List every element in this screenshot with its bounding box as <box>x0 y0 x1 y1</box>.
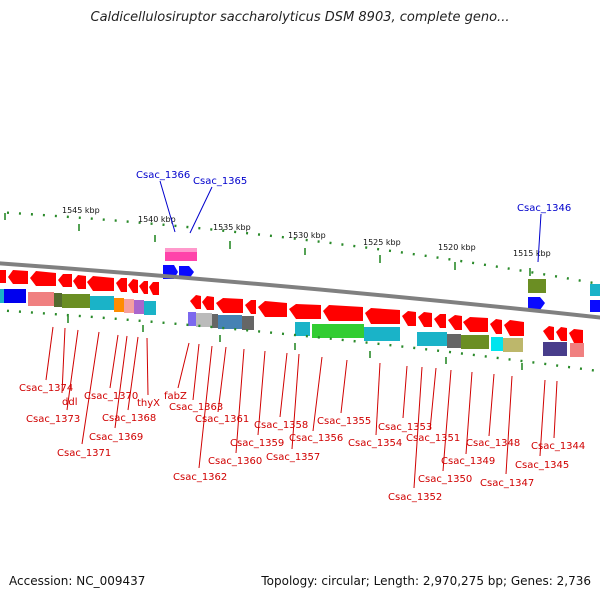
reverse-gene-arrow <box>504 320 524 336</box>
reverse-gene-arrow <box>418 312 432 327</box>
genome-summary: Topology: circular; Length: 2,970,275 bp… <box>261 574 591 588</box>
gene-label: fabZ <box>164 391 187 402</box>
reverse-gene-arrow <box>543 326 554 340</box>
reverse-gene-arrow <box>8 270 28 284</box>
gene-label: Csac_1354 <box>348 438 402 449</box>
reverse-gene-arrow <box>323 305 363 321</box>
reverse-gene-arrow <box>139 281 148 294</box>
gene-label: Csac_1360 <box>208 456 262 467</box>
reverse-gene-arrow <box>434 314 446 328</box>
gene-label: Csac_1355 <box>317 416 371 427</box>
accession-label: Accession: NC_009437 <box>9 574 146 588</box>
map-title: Caldicellulosiruptor saccharolyticus DSM… <box>90 10 510 25</box>
gene-label: Csac_1371 <box>57 448 111 459</box>
reverse-gene-arrow <box>116 278 127 292</box>
reverse-gene-arrow <box>87 276 114 291</box>
reverse-gene-arrow <box>58 274 72 287</box>
scale-tick: 1515 kbp <box>513 249 551 258</box>
gene-label: thyX <box>137 398 160 409</box>
reverse-gene-arrow <box>448 315 462 330</box>
reverse-gene-arrow <box>245 300 256 314</box>
forward-labels: Csac_1366 Csac_1365 Csac_1346 <box>136 170 571 214</box>
reverse-gene-arrow <box>258 301 287 317</box>
reverse-gene-arrow <box>73 275 86 289</box>
reverse-gene-arrow <box>569 329 583 343</box>
scale-ticks: 1545 kbp 1540 kbp 1535 kbp 1530 kbp 1525… <box>62 206 551 258</box>
gene-label: Csac_1373 <box>26 414 80 425</box>
reverse-gene-arrow <box>402 311 416 326</box>
gene-label: Csac_1346 <box>517 203 571 214</box>
gene-label: Csac_1344 <box>531 441 585 452</box>
forward-label-leaders <box>159 180 542 263</box>
reverse-gene-arrow <box>365 308 400 324</box>
reverse-gene-arrow <box>128 279 138 293</box>
forward-gene-arrow <box>528 297 545 310</box>
outer-major-ticks <box>4 213 531 276</box>
reverse-gene-arrow <box>556 327 567 341</box>
gene-label: Csac_1353 <box>378 422 432 433</box>
gene-label: ddl <box>62 397 77 408</box>
reverse-gene-arrow <box>463 317 488 332</box>
reverse-gene-arrow <box>289 304 321 319</box>
gene-label: Csac_1369 <box>89 432 143 443</box>
gene-label: Csac_1366 <box>136 170 190 181</box>
forward-gene-block <box>528 279 546 293</box>
inner-dot-ring <box>0 309 600 373</box>
scale-tick: 1535 kbp <box>213 223 251 232</box>
gene-label: Csac_1368 <box>102 413 156 424</box>
forward-gene-block <box>590 284 600 296</box>
gene-label: Csac_1348 <box>466 438 520 449</box>
reverse-labels: Csac_1374 ddl Csac_1373 Csac_1371 Csac_1… <box>19 383 585 503</box>
cog-blocks <box>0 289 584 357</box>
scale-tick: 1520 kbp <box>438 243 476 252</box>
outer-dot-ring <box>0 211 600 286</box>
backbone <box>0 261 600 320</box>
reverse-gene-arrow <box>216 298 243 313</box>
gene-label: Csac_1347 <box>480 478 534 489</box>
inner-major-ticks <box>67 316 523 370</box>
gene-label: Csac_1374 <box>19 383 73 394</box>
gene-label: Csac_1350 <box>418 474 472 485</box>
reverse-label-leaders <box>45 326 558 489</box>
forward-gene-arrow <box>590 300 600 312</box>
gene-label: Csac_1349 <box>441 456 495 467</box>
gene-label: Csac_1359 <box>230 438 284 449</box>
gene-label: Csac_1352 <box>388 492 442 503</box>
gene-label: Csac_1351 <box>406 433 460 444</box>
reverse-gene-arrow <box>30 271 56 286</box>
gene-label: Csac_1356 <box>289 433 343 444</box>
gene-label: Csac_1345 <box>515 460 569 471</box>
gene-label: Csac_1357 <box>266 452 320 463</box>
gene-label: Csac_1362 <box>173 472 227 483</box>
scale-tick: 1545 kbp <box>62 206 100 215</box>
gene-label: Csac_1361 <box>195 414 249 425</box>
scale-tick: 1540 kbp <box>138 215 176 224</box>
scale-tick: 1525 kbp <box>363 238 401 247</box>
gene-label: Csac_1358 <box>254 420 308 431</box>
reverse-gene-arrow <box>149 282 159 295</box>
reverse-genes <box>0 270 583 343</box>
reverse-gene-arrow <box>190 295 201 309</box>
gene-label: Csac_1365 <box>193 176 247 187</box>
scale-tick: 1530 kbp <box>288 231 326 240</box>
reverse-gene-arrow <box>490 319 502 334</box>
gene-label: Csac_1363 <box>169 402 223 413</box>
reverse-gene-arrow <box>0 270 6 283</box>
reverse-gene-arrow <box>202 296 214 310</box>
gene-label: Csac_1370 <box>84 391 138 402</box>
